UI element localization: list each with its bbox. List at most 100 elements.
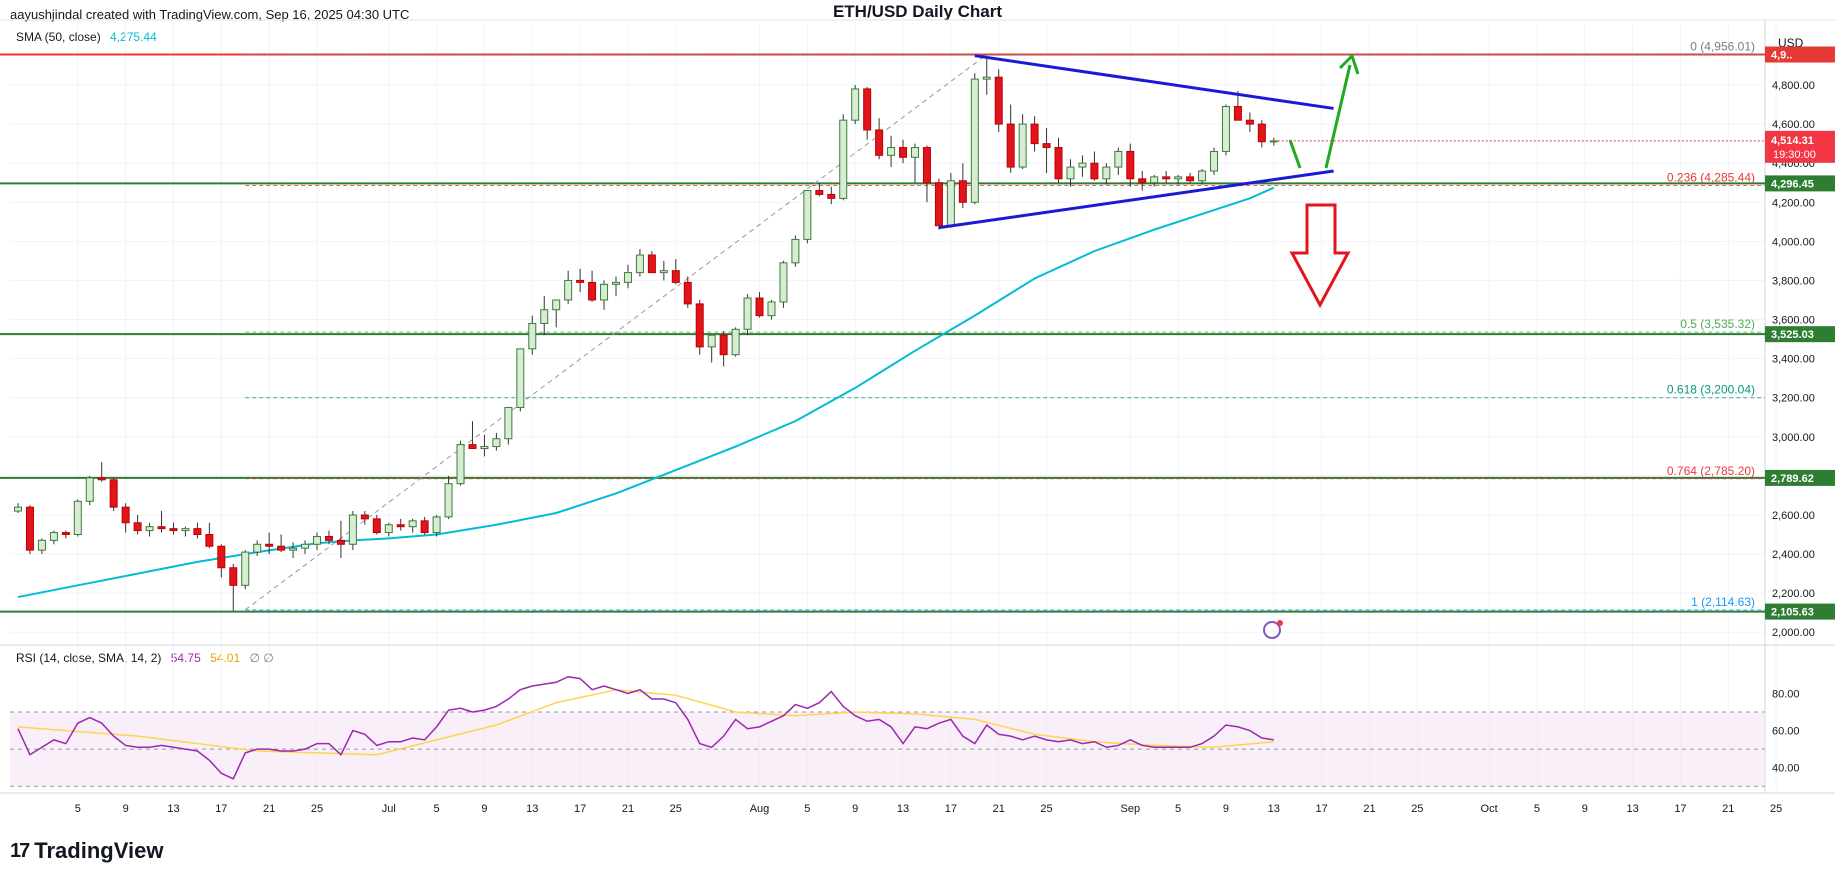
candle <box>1138 170 1147 191</box>
candle-body <box>181 528 190 532</box>
candle <box>1210 147 1218 175</box>
level-price-label: 4,9.. <box>1771 50 1792 62</box>
x-tick-label: 21 <box>1363 803 1375 815</box>
candle-body <box>14 506 22 512</box>
candle-body <box>755 297 764 317</box>
y-tick-label: 4,000.00 <box>1772 236 1815 248</box>
candle-body <box>600 283 609 301</box>
y-tick-label: 4,200.00 <box>1772 197 1815 209</box>
x-tick-label: 25 <box>1040 803 1052 815</box>
candle <box>1030 116 1039 152</box>
alert-flash-icon <box>1263 621 1281 639</box>
x-tick-label: 13 <box>897 803 909 815</box>
candle-body <box>1018 123 1027 168</box>
candle-body <box>1198 170 1207 182</box>
y-tick-label: 2,000.00 <box>1772 627 1815 639</box>
candle <box>1042 127 1051 173</box>
candle <box>970 73 979 205</box>
candle-body <box>719 334 728 356</box>
candle-body <box>851 88 860 121</box>
candle <box>289 542 298 558</box>
y-tick-label: 4,400.00 <box>1772 158 1815 170</box>
candle-body <box>695 303 704 348</box>
candle-body <box>564 279 573 301</box>
candle <box>157 511 166 533</box>
candle-body <box>336 539 345 545</box>
candle-body <box>731 328 740 356</box>
candle-body <box>133 522 142 532</box>
currency-label[interactable]: USD <box>1778 36 1804 50</box>
candle-body <box>934 182 943 227</box>
x-tick-label: 17 <box>1674 803 1686 815</box>
candle <box>468 421 477 450</box>
candle-body <box>803 190 812 240</box>
x-tick-label: 9 <box>1223 803 1229 815</box>
candle <box>887 135 896 168</box>
candle <box>623 264 632 289</box>
candle <box>635 249 644 277</box>
candle-body <box>193 528 202 536</box>
candle-body <box>169 528 178 532</box>
candle <box>205 522 214 549</box>
candle-body <box>432 516 441 534</box>
y-tick-label: 3,800.00 <box>1772 275 1815 287</box>
candle <box>217 544 226 578</box>
y-tick-label: 3,400.00 <box>1772 354 1815 366</box>
candle-body <box>157 526 166 530</box>
alert-dot-icon <box>1277 620 1283 626</box>
candle <box>827 186 836 205</box>
candle-body <box>456 444 465 485</box>
candle-body <box>444 483 453 518</box>
candle <box>1078 155 1087 177</box>
rsi-legend[interactable]: RSI (14, close, SMA, 14, 2) 54.75 54.01 … <box>16 651 280 665</box>
candle-body <box>671 270 680 283</box>
x-tick-label: 13 <box>1268 803 1280 815</box>
candle-body <box>1257 123 1266 143</box>
candle <box>1198 169 1207 185</box>
candle-body <box>1245 119 1254 125</box>
candle <box>444 475 453 519</box>
rsi-tick-label: 40.00 <box>1772 763 1800 775</box>
candle <box>480 434 489 457</box>
candle-body <box>145 526 154 532</box>
x-tick-label: 9 <box>481 803 487 815</box>
candle-body <box>504 406 513 440</box>
x-tick-label: 17 <box>215 803 227 815</box>
candle <box>1162 170 1171 183</box>
candle-body <box>552 299 561 311</box>
rsi-sma-line <box>17 688 1274 756</box>
candle <box>109 477 118 512</box>
candle-body <box>324 535 333 541</box>
candle-body <box>25 506 34 551</box>
green-up-arrow-line <box>1324 64 1352 169</box>
x-tick-label: Sep <box>1120 803 1140 815</box>
candle <box>946 172 955 228</box>
candle-body <box>839 119 848 199</box>
candle <box>348 511 357 551</box>
rsi-legend-extra: ∅ ∅ <box>249 651 274 665</box>
candle-body <box>1174 176 1183 180</box>
tradingview-logo[interactable]: 17 TradingView <box>10 838 163 864</box>
x-tick-label: 17 <box>1316 803 1328 815</box>
candle-body <box>743 297 752 330</box>
candle <box>1269 137 1278 146</box>
y-tick-label: 3,600.00 <box>1772 315 1815 327</box>
sma-legend[interactable]: SMA (50, close) 4,275.44 <box>16 30 163 44</box>
candle-body <box>420 520 429 534</box>
candle-body <box>372 518 381 534</box>
candle-body <box>360 514 369 520</box>
candle-body <box>875 129 884 156</box>
rsi-legend-label: RSI (14, close, SMA, 14, 2) <box>16 651 162 665</box>
candle <box>1186 172 1195 183</box>
candle-body <box>1162 176 1171 180</box>
candle <box>85 475 94 506</box>
candle-body <box>1006 123 1015 168</box>
candle-body <box>863 88 872 131</box>
x-tick-label: Aug <box>750 803 770 815</box>
x-tick-label: 25 <box>1770 803 1782 815</box>
candle-body <box>73 500 82 536</box>
candle-body <box>97 477 106 481</box>
level-price-label: 4,296.45 <box>1771 178 1814 190</box>
candle <box>695 299 704 355</box>
